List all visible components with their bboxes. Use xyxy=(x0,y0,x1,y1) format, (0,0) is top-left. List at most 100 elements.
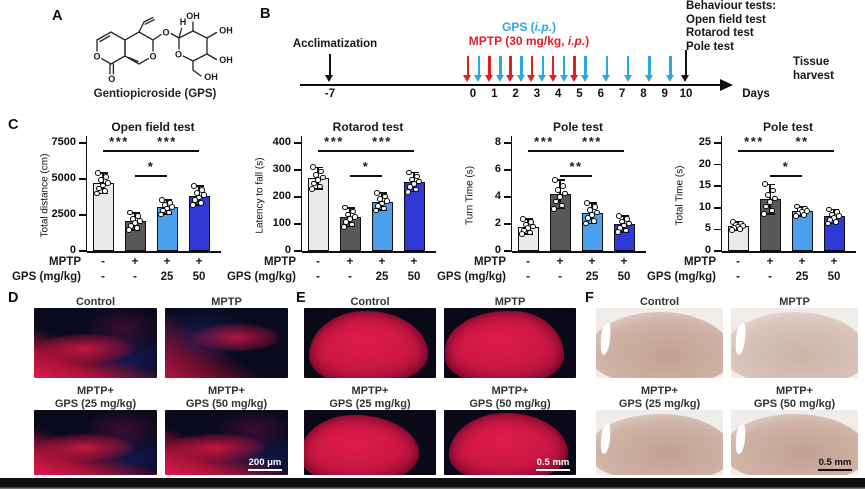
data-point xyxy=(583,220,589,227)
x-row-value: 50 xyxy=(192,271,206,283)
data-point xyxy=(100,182,106,189)
data-point xyxy=(127,209,133,216)
mptp-injection-arrow xyxy=(548,56,558,82)
mptp-injection-arrow xyxy=(527,56,537,82)
tissue-line: Tissue xyxy=(793,56,830,68)
day-label-4: 4 xyxy=(554,88,562,100)
micrograph-caption: MPTP+ GPS (50 mg/kg) xyxy=(444,383,576,410)
behaviour-line: Open field test xyxy=(686,13,766,26)
x-row-label: MPTP xyxy=(49,256,81,268)
data-point xyxy=(623,227,629,234)
chart-pole-test-total-time: Pole test Total Time (s) 0 5 10 15 20 25 *** * ** M… xyxy=(647,115,865,287)
gps-injection-arrow xyxy=(623,56,633,82)
caption-line: MPTP+ xyxy=(208,385,245,397)
micrograph-image xyxy=(304,308,436,378)
data-point xyxy=(374,189,380,196)
data-point xyxy=(406,169,412,176)
micrograph-tile: Control xyxy=(304,292,436,378)
chart-title: Pole test xyxy=(762,120,813,134)
gps-label-ip: i.p. xyxy=(534,20,552,34)
x-axis xyxy=(302,251,436,253)
caption-line: MPTP+ xyxy=(491,385,529,397)
y-tick-label: 15 xyxy=(698,179,711,192)
chart-title: Rotarod test xyxy=(332,120,404,134)
caption-line: Control xyxy=(75,295,116,308)
caption-line: Control xyxy=(350,295,390,308)
sig-stars: ** xyxy=(569,159,583,174)
mptp-injection-arrow xyxy=(463,56,473,82)
micrograph-caption: Control xyxy=(596,292,723,308)
data-point xyxy=(833,219,839,225)
data-point xyxy=(584,200,590,206)
micrograph-caption: Control xyxy=(34,292,157,308)
day-label-3: 3 xyxy=(533,88,541,100)
y-tick xyxy=(504,169,512,171)
y-tick xyxy=(294,196,302,198)
data-point xyxy=(772,195,778,202)
bottom-letterbox xyxy=(0,478,865,489)
x-row-value: 25 xyxy=(160,271,174,283)
sig-line xyxy=(560,175,592,177)
atom-carbonyl-o: O xyxy=(108,74,115,84)
x-row-value: + xyxy=(410,256,418,268)
mptp-injection-label: MPTP (30 mg/kg, i.p.) xyxy=(418,34,640,49)
sig-line xyxy=(135,175,167,177)
data-point xyxy=(190,202,196,208)
data-point xyxy=(520,216,526,222)
x-row-value: + xyxy=(131,256,139,268)
panel-d-label: D xyxy=(8,290,19,306)
gps-injection-arrow xyxy=(495,56,505,82)
error-cap xyxy=(345,207,355,209)
data-point xyxy=(770,187,776,194)
y-tick-label: 200 xyxy=(272,190,291,202)
error-cap xyxy=(162,199,172,201)
y-tick-label: 0 xyxy=(494,244,501,256)
data-point xyxy=(592,204,598,210)
micrograph-image xyxy=(304,410,436,475)
x-axis xyxy=(722,251,856,253)
y-tick-label: 2 xyxy=(494,217,501,229)
error-cap xyxy=(313,166,323,169)
micrograph-tile: MPTP+ GPS (25 mg/kg) xyxy=(34,381,157,475)
error-cap xyxy=(555,207,565,210)
sig-line xyxy=(528,150,560,152)
y-tick xyxy=(504,196,512,198)
micrograph-caption: MPTP+ GPS (25 mg/kg) xyxy=(304,383,436,410)
data-point xyxy=(198,200,204,206)
caption-line: MPTP xyxy=(211,295,242,308)
micrograph-image xyxy=(34,308,157,378)
micrograph-image xyxy=(596,308,723,378)
data-point xyxy=(315,177,321,184)
y-tick xyxy=(714,185,722,187)
panel-a-label: A xyxy=(52,8,63,24)
tissue-harvest-label: Tissue harvest xyxy=(793,56,834,83)
error-cap xyxy=(194,185,204,187)
data-point xyxy=(352,213,358,220)
sig-line xyxy=(350,150,414,152)
behaviour-line: Rotarod test xyxy=(686,27,754,39)
day-label-0: 0 xyxy=(469,88,477,100)
x-row-value: 25 xyxy=(585,271,599,283)
micrograph-tile: MPTP xyxy=(444,292,576,378)
panel-d-micrographs: D Control MPTP MPTP+ GPS (25 mg/kg) MPTP+ GPS… xyxy=(0,288,292,480)
caption-line: GPS (50 mg/kg) xyxy=(469,397,551,410)
gps-label-part: ) xyxy=(552,20,556,34)
day-label-6: 6 xyxy=(597,88,604,100)
x-row-value: - xyxy=(768,271,772,283)
caption-line: MPTP xyxy=(779,295,810,308)
data-point xyxy=(553,198,559,205)
data-point xyxy=(552,177,558,183)
y-tick-label: 5000 xyxy=(51,172,76,184)
y-tick-label: 400 xyxy=(272,136,291,148)
micrograph-tile: Control xyxy=(596,292,723,378)
data-point xyxy=(826,206,832,213)
sig-line xyxy=(770,150,834,152)
y-tick xyxy=(504,142,512,144)
x-row-label: GPS (mg/kg) xyxy=(11,271,81,283)
scale-bar-text: 0.5 mm xyxy=(536,457,570,468)
micrograph-tile: MPTP+ GPS (25 mg/kg) xyxy=(304,381,436,475)
data-point xyxy=(405,188,411,195)
caption-line: MPTP xyxy=(494,295,526,308)
x-row-value: - xyxy=(101,271,105,283)
scale-bar-line xyxy=(248,469,282,471)
